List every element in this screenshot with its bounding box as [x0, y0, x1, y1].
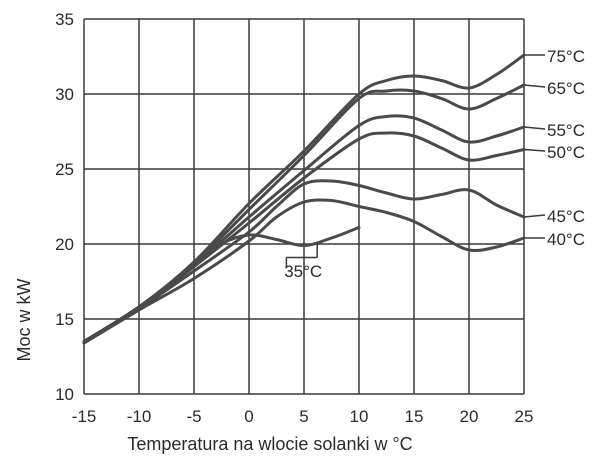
x-axis-title: Temperatura na wlocie solanki w °C: [127, 434, 412, 454]
y-tick-label: 15: [55, 310, 74, 329]
y-axis-title: Moc w kW: [14, 278, 34, 361]
series-label: 45°C: [547, 207, 585, 226]
y-tick-label: 20: [55, 235, 74, 254]
series-leader: [523, 84, 546, 88]
series-label: 55°C: [547, 121, 585, 140]
x-tick-label: 5: [299, 407, 308, 426]
series-line: [82, 198, 526, 345]
x-tick-label: -10: [127, 407, 152, 426]
x-tick-label: 10: [350, 407, 369, 426]
y-tick-label: 10: [55, 385, 74, 404]
y-tick-label: 30: [55, 85, 74, 104]
x-tick-label: 0: [244, 407, 253, 426]
series-line: [82, 179, 526, 343]
x-tick-label: 20: [460, 407, 479, 426]
series-label: 65°C: [547, 79, 585, 98]
x-tick-label: 25: [515, 407, 534, 426]
x-tick-label: -15: [72, 407, 97, 426]
series-leader: [523, 148, 546, 152]
series-line: [82, 226, 361, 345]
series-label: 75°C: [547, 47, 585, 66]
y-tick-label: 35: [55, 10, 74, 29]
series-lines: [82, 53, 526, 345]
series-label: 50°C: [547, 143, 585, 162]
x-tick-label: -5: [186, 407, 201, 426]
series-labels: 75°C 65°C 55°C 50°C 45°C 40°C 35°C: [284, 47, 585, 281]
series-label: 35°C: [284, 262, 322, 281]
series-leader: [523, 214, 546, 218]
tick-labels: -15 -10 -5 0 5 10 15 20 25 10 15 20 25 30 35: [55, 10, 533, 426]
x-tick-label: 15: [405, 407, 424, 426]
series-label: 40°C: [547, 230, 585, 249]
grid: [83, 18, 525, 395]
y-tick-label: 25: [55, 160, 74, 179]
series-leader: [523, 126, 546, 130]
